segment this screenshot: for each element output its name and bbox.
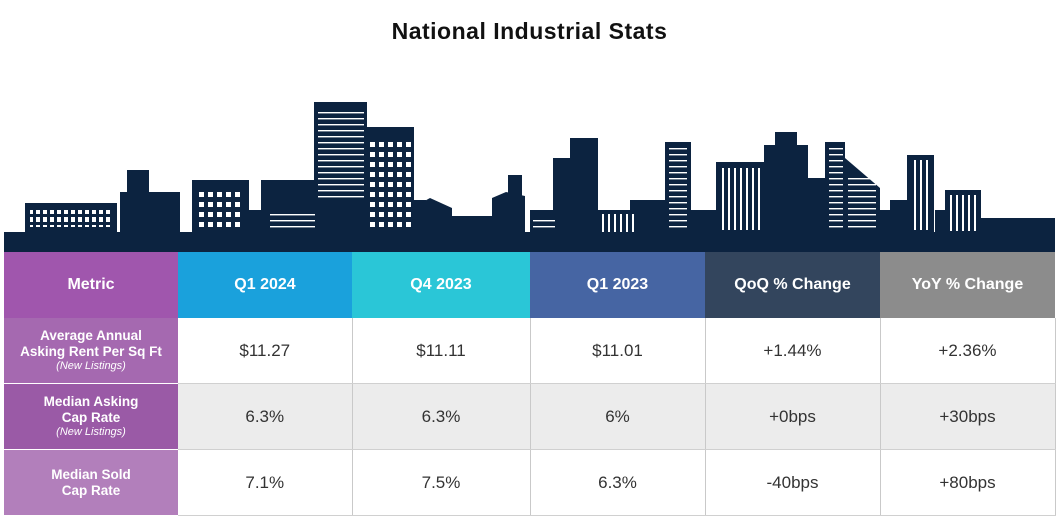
- table-cell: 7.1%: [178, 449, 353, 516]
- table-cell: 6.3%: [178, 383, 353, 450]
- table-cell: 6.3%: [530, 449, 706, 516]
- metric-label-line: Median Asking: [43, 394, 139, 409]
- table-cell: 6.3%: [352, 383, 531, 450]
- header-yoy-change: YoY % Change: [880, 252, 1055, 318]
- table-cell: +30bps: [880, 383, 1056, 450]
- table-cell: $11.27: [178, 318, 353, 384]
- table-cell: +0bps: [705, 383, 881, 450]
- table-cell: +80bps: [880, 449, 1056, 516]
- table-header-row: Metric Q1 2024 Q4 2023 Q1 2023 QoQ % Cha…: [4, 252, 1055, 318]
- header-q1-2024: Q1 2024: [178, 252, 352, 318]
- table-row: Median Asking Cap Rate (New Listings) 6.…: [4, 383, 1056, 450]
- table-cell: +1.44%: [705, 318, 881, 384]
- metric-note: (New Listings): [56, 426, 126, 438]
- metric-label-line: Average Annual: [40, 328, 142, 343]
- metric-label: Median Sold Cap Rate: [4, 449, 178, 516]
- table-row: Average Annual Asking Rent Per Sq Ft (Ne…: [4, 318, 1056, 384]
- header-q1-2023: Q1 2023: [530, 252, 705, 318]
- table-cell: $11.01: [530, 318, 706, 384]
- header-q4-2023: Q4 2023: [352, 252, 530, 318]
- table-row: Median Sold Cap Rate 7.1% 7.5% 6.3% -40b…: [4, 449, 1056, 516]
- metric-label: Average Annual Asking Rent Per Sq Ft (Ne…: [4, 318, 178, 384]
- metric-label-line: Median Sold: [51, 466, 131, 482]
- header-metric: Metric: [4, 252, 178, 318]
- metric-label-line: Cap Rate: [61, 482, 121, 498]
- table-cell: $11.11: [352, 318, 531, 384]
- table-cell: +2.36%: [880, 318, 1056, 384]
- metric-label: Median Asking Cap Rate (New Listings): [4, 383, 178, 450]
- city-skyline-illustration: [4, 102, 1055, 252]
- table-cell: 6%: [530, 383, 706, 450]
- metric-label-line: Asking Rent Per Sq Ft: [20, 344, 162, 359]
- metric-note: (New Listings): [56, 360, 126, 372]
- metric-label-line: Cap Rate: [61, 410, 121, 425]
- table-cell: 7.5%: [352, 449, 531, 516]
- industrial-stats-table: Metric Q1 2024 Q4 2023 Q1 2023 QoQ % Cha…: [4, 252, 1056, 516]
- table-cell: -40bps: [705, 449, 881, 516]
- page-title: National Industrial Stats: [391, 18, 668, 44]
- header-qoq-change: QoQ % Change: [705, 252, 880, 318]
